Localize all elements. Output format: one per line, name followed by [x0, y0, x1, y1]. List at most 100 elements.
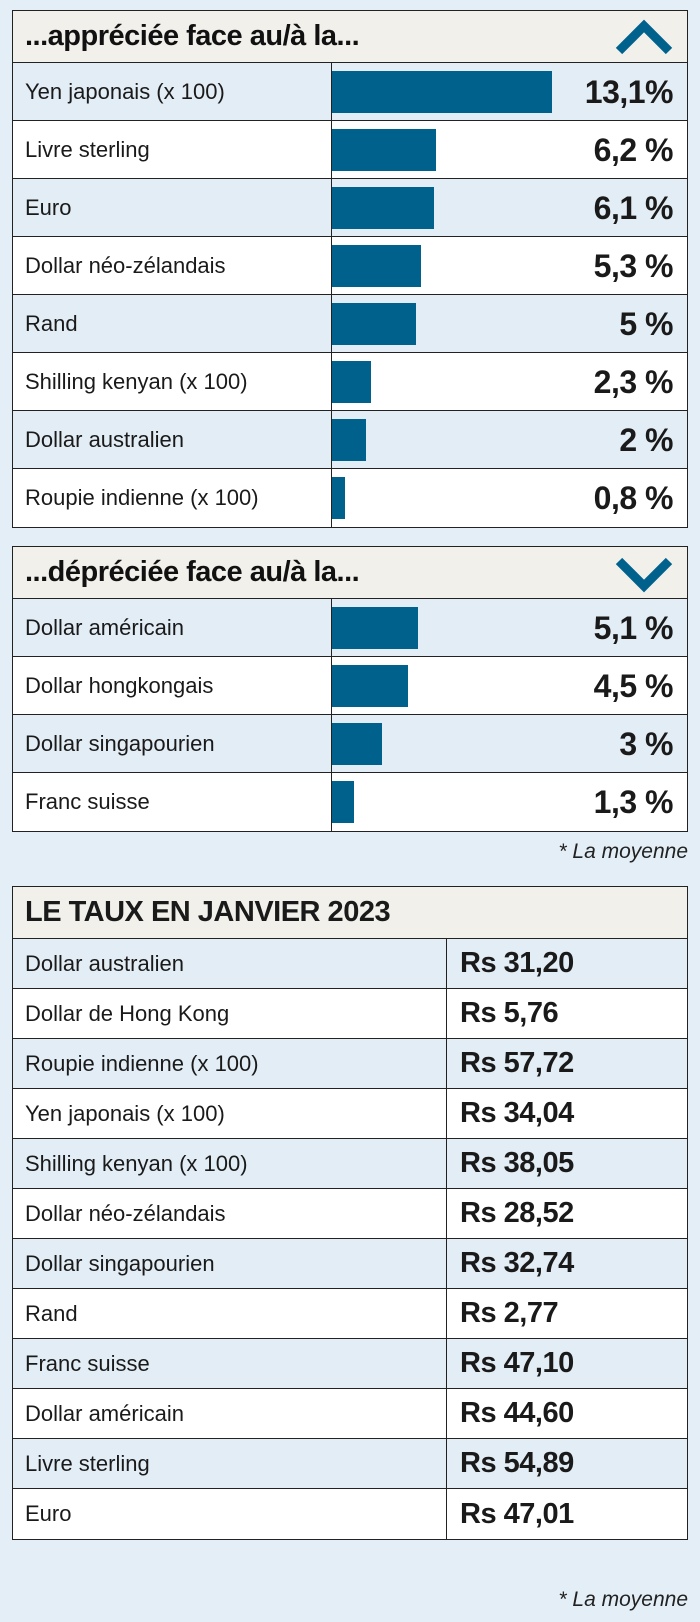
bar-row: Euro 6,1 %	[13, 179, 687, 237]
exchange-rate: Rs 5,76	[460, 997, 559, 1029]
bar-value-label: 13,1%	[584, 74, 674, 110]
bar	[332, 303, 416, 345]
currency-name: Rand	[13, 1289, 447, 1338]
appreciated-title: ...appréciée face au/à la...	[25, 20, 360, 52]
bar-category-label: Dollar singapourien	[13, 715, 332, 772]
bar-value-label: 6,2 %	[593, 132, 674, 168]
exchange-rate: Rs 31,20	[460, 947, 574, 979]
bar	[332, 129, 437, 171]
bar	[332, 607, 418, 649]
bar-row: Dollar singapourien 3 %	[13, 715, 687, 773]
appreciated-panel: ...appréciée face au/à la... Yen japonai…	[12, 10, 688, 528]
table-row: Dollar américain Rs 44,60	[13, 1389, 687, 1439]
chevron-down-icon	[615, 557, 673, 592]
currency-name: Dollar australien	[13, 939, 447, 988]
exchange-rate: Rs 57,72	[460, 1047, 574, 1079]
bar-track: 0,8 %	[332, 469, 687, 527]
bar-row: Franc suisse 1,3 %	[13, 773, 687, 831]
bar-value-label: 4,5 %	[593, 668, 674, 704]
currency-name: Euro	[13, 1489, 447, 1539]
bar-category-label: Dollar hongkongais	[13, 657, 332, 714]
bar-value-label: 6,1 %	[593, 190, 674, 226]
exchange-rate: Rs 38,05	[460, 1147, 574, 1179]
bar-track: 5,3 %	[332, 237, 687, 294]
rates-header: LE TAUX EN JANVIER 2023	[13, 887, 687, 939]
table-row: Franc suisse Rs 47,10	[13, 1339, 687, 1389]
exchange-rate: Rs 47,01	[460, 1497, 574, 1530]
currency-name: Franc suisse	[13, 1339, 447, 1388]
depreciated-header: ...dépréciée face au/à la...	[13, 547, 687, 599]
currency-name: Dollar singapourien	[13, 1239, 447, 1288]
rates-rows: Dollar australien Rs 31,20 Dollar de Hong …	[13, 939, 687, 1539]
bar-row: Dollar australien 2 %	[13, 411, 687, 469]
currency-name: Yen japonais (x 100)	[13, 1089, 447, 1138]
table-row: Dollar australien Rs 31,20	[13, 939, 687, 989]
table-row: Dollar singapourien Rs 32,74	[13, 1239, 687, 1289]
bar-category-label: Livre sterling	[13, 121, 332, 178]
bar-row: Dollar hongkongais 4,5 %	[13, 657, 687, 715]
exchange-rate: Rs 28,52	[460, 1197, 574, 1229]
bar	[332, 665, 408, 707]
appreciated-rows: Yen japonais (x 100) 13,1% Livre sterling 6…	[13, 63, 687, 527]
bar	[332, 187, 435, 229]
exchange-rate: Rs 32,74	[460, 1247, 574, 1279]
bar-value-label: 5,1 %	[593, 610, 674, 646]
table-row: Livre sterling Rs 54,89	[13, 1439, 687, 1489]
currency-name: Roupie indienne (x 100)	[13, 1039, 447, 1088]
bar-value-label: 3 %	[619, 726, 673, 762]
bar-track: 2 %	[332, 411, 687, 468]
bar-row: Yen japonais (x 100) 13,1%	[13, 63, 687, 121]
bar-row: Dollar américain 5,1 %	[13, 599, 687, 657]
bar-track: 6,1 %	[332, 179, 687, 236]
bar-value-label: 1,3 %	[593, 784, 674, 820]
bar-value-label: 2,3 %	[593, 364, 674, 400]
bar-row: Livre sterling 6,2 %	[13, 121, 687, 179]
bar-category-label: Euro	[13, 179, 332, 236]
exchange-rate: Rs 34,04	[460, 1097, 574, 1129]
bar-category-label: Franc suisse	[13, 773, 332, 831]
bar-category-label: Rand	[13, 295, 332, 352]
bar-row: Roupie indienne (x 100) 0,8 %	[13, 469, 687, 527]
exchange-rate: Rs 44,60	[460, 1397, 574, 1429]
bar-track: 6,2 %	[332, 121, 687, 178]
rates-title: LE TAUX EN JANVIER 2023	[25, 896, 391, 928]
currency-name: Shilling kenyan (x 100)	[13, 1139, 447, 1188]
bar	[332, 245, 421, 287]
bar-track: 5 %	[332, 295, 687, 352]
table-row: Rand Rs 2,77	[13, 1289, 687, 1339]
bar-value-label: 5 %	[619, 306, 673, 342]
bar-track: 5,1 %	[332, 599, 687, 656]
bar-row: Dollar néo-zélandais 5,3 %	[13, 237, 687, 295]
bar	[332, 477, 346, 519]
footnote-average: * La moyenne	[558, 840, 688, 863]
bar-category-label: Yen japonais (x 100)	[13, 63, 332, 120]
currency-name: Dollar de Hong Kong	[13, 989, 447, 1038]
currency-name: Dollar américain	[13, 1389, 447, 1438]
bar-track: 13,1%	[332, 63, 687, 120]
table-row: Dollar de Hong Kong Rs 5,76	[13, 989, 687, 1039]
currency-name: Dollar néo-zélandais	[13, 1189, 447, 1238]
exchange-rate: Rs 2,77	[460, 1297, 559, 1329]
bar-track: 1,3 %	[332, 773, 687, 831]
rates-table: LE TAUX EN JANVIER 2023 Dollar australie…	[12, 886, 688, 1540]
exchange-rate: Rs 47,10	[460, 1347, 574, 1379]
bar-category-label: Dollar australien	[13, 411, 332, 468]
bar-track: 2,3 %	[332, 353, 687, 410]
bar	[332, 361, 371, 403]
bar	[332, 781, 354, 823]
bar-category-label: Shilling kenyan (x 100)	[13, 353, 332, 410]
bar	[332, 723, 383, 765]
table-row: Euro Rs 47,01	[13, 1489, 687, 1539]
depreciated-panel: ...dépréciée face au/à la... Dollar amér…	[12, 546, 688, 832]
table-row: Shilling kenyan (x 100) Rs 38,05	[13, 1139, 687, 1189]
table-row: Yen japonais (x 100) Rs 34,04	[13, 1089, 687, 1139]
table-row: Dollar néo-zélandais Rs 28,52	[13, 1189, 687, 1239]
bar-row: Rand 5 %	[13, 295, 687, 353]
depreciated-rows: Dollar américain 5,1 % Dollar hongkongais 4…	[13, 599, 687, 831]
footnote-average-2: * La moyenne	[558, 1588, 688, 1611]
bar-value-label: 2 %	[619, 422, 673, 458]
bar-track: 4,5 %	[332, 657, 687, 714]
bar-category-label: Roupie indienne (x 100)	[13, 469, 332, 527]
bar	[332, 419, 366, 461]
bar-value-label: 0,8 %	[593, 480, 674, 516]
